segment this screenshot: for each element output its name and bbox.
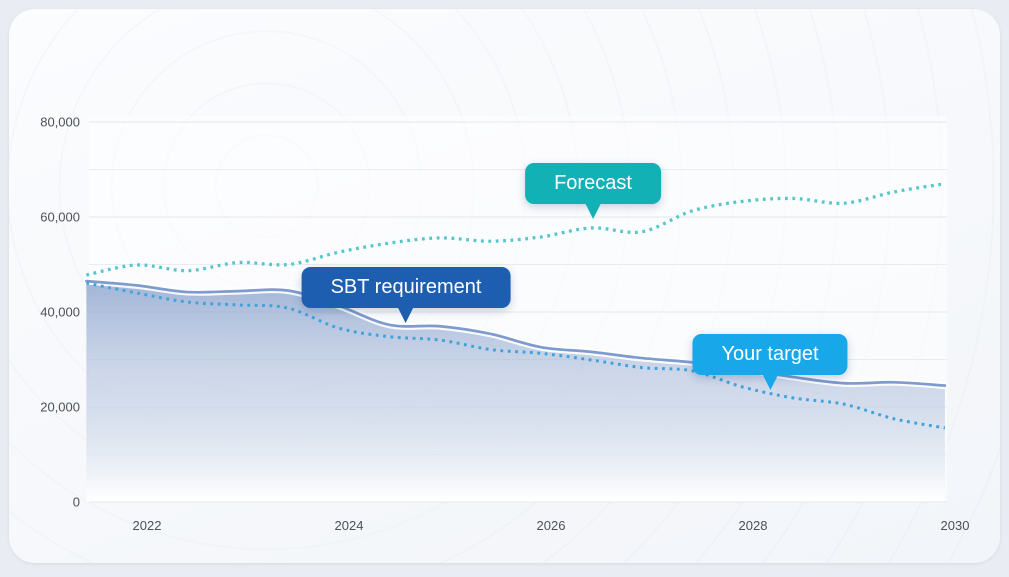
- y-tick-label: 40,000: [40, 305, 80, 320]
- y-tick-label: 0: [73, 495, 80, 510]
- your-target-line: [86, 281, 946, 430]
- y-tick-label: 60,000: [40, 210, 80, 225]
- sbt-requirement-callout-label: SBT requirement: [330, 276, 482, 298]
- sbt-requirement-callout-badge[interactable]: SBT requirement: [301, 267, 511, 323]
- y-tick-label: 80,000: [40, 115, 80, 130]
- sbt-requirement-line: [85, 279, 947, 387]
- sbt-area-fill: [86, 281, 945, 502]
- your-target-callout-badge[interactable]: Your target: [692, 334, 848, 390]
- x-tick-label: 2028: [739, 518, 768, 533]
- y-tick-label: 20,000: [40, 400, 80, 415]
- your-target-callout-pointer-icon: [761, 374, 778, 390]
- x-tick-label: 2026: [537, 518, 566, 533]
- x-tick-label: 2024: [335, 518, 364, 533]
- x-tick-label: 2022: [133, 518, 162, 533]
- your-target-callout-label: Your target: [721, 343, 819, 365]
- forecast-callout-label: Forecast: [554, 172, 632, 194]
- forecast-line: [86, 182, 946, 277]
- forecast-callout-badge[interactable]: Forecast: [525, 163, 661, 219]
- forecast-callout-pointer-icon: [585, 203, 601, 219]
- sbt-requirement-callout-pointer-icon: [398, 307, 414, 323]
- x-tick-label: 2030: [941, 518, 970, 533]
